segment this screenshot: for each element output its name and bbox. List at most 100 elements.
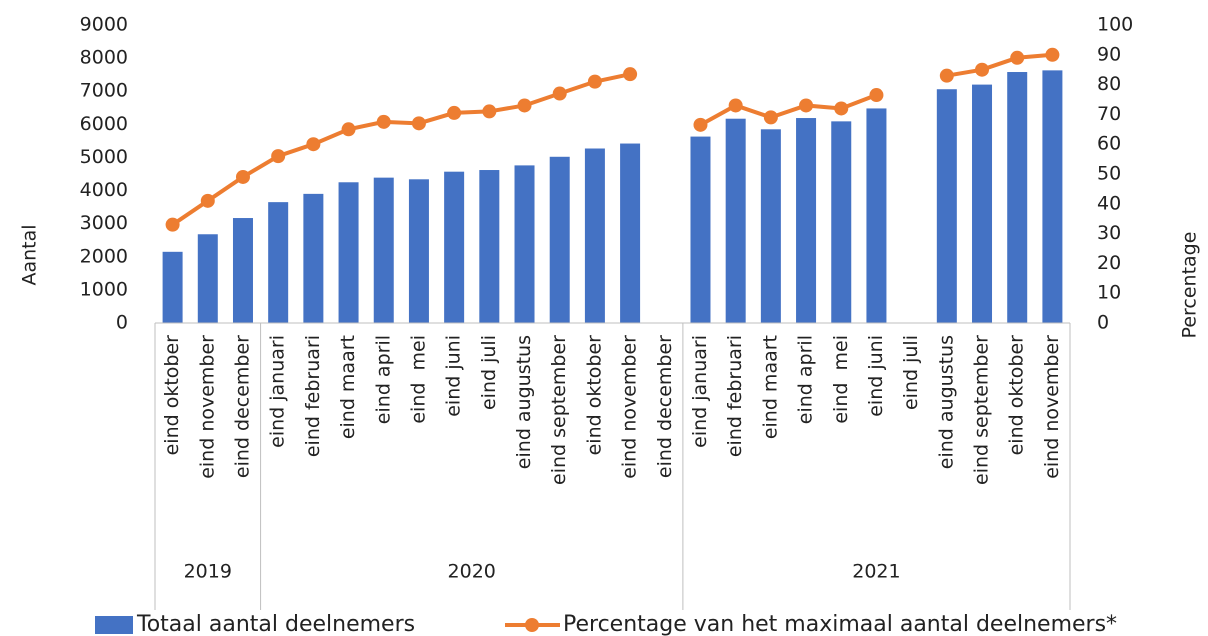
legend-swatch (95, 616, 133, 634)
y2-tick-label: 40 (1097, 192, 1121, 214)
x-tick-label: eind maart (337, 335, 359, 439)
year-label: 2019 (184, 561, 232, 583)
line-marker (411, 116, 426, 131)
line-marker (834, 101, 849, 116)
line-marker (447, 105, 462, 120)
bar (725, 118, 746, 324)
line-marker (1010, 50, 1025, 65)
x-tick-label: eind september (548, 335, 570, 485)
x-tick-label: eind oktober (161, 335, 183, 456)
bar (479, 170, 500, 323)
x-tick-label: eind juli (900, 335, 922, 410)
x-tick-label: eind juni (865, 335, 887, 417)
line-marker (341, 122, 356, 137)
bar (197, 234, 218, 323)
line-marker (306, 137, 321, 152)
y2-tick-label: 80 (1097, 73, 1121, 95)
y2-tick-label: 10 (1097, 282, 1121, 304)
bar (831, 121, 852, 323)
bar (303, 193, 324, 323)
x-tick-label: eind januari (689, 335, 711, 448)
y-tick-label: 6000 (80, 113, 128, 135)
y-axis-label: Aantal (19, 224, 41, 285)
y2-tick-label: 0 (1097, 312, 1109, 334)
x-tick-label: eind oktober (583, 335, 605, 456)
line-marker (552, 86, 567, 101)
x-tick-label: eind december (654, 335, 676, 478)
bar (796, 118, 817, 323)
x-tick-label: eind mei (407, 335, 429, 424)
year-label: 2020 (448, 561, 496, 583)
y2-tick-label: 50 (1097, 163, 1121, 185)
line-marker (271, 149, 286, 164)
bar (584, 148, 605, 323)
y-tick-label: 1000 (80, 278, 128, 300)
line-marker (869, 88, 884, 103)
x-tick-label: eind mei (830, 335, 852, 424)
line-marker (693, 117, 708, 132)
line-marker (517, 98, 532, 113)
y2-tick-label: 70 (1097, 103, 1121, 125)
bar (162, 251, 183, 323)
x-tick-label: eind november (619, 335, 641, 479)
x-tick-label: eind november (1041, 335, 1063, 479)
x-tick-label: eind februari (724, 335, 746, 457)
x-tick-label: eind juli (478, 335, 500, 410)
line-marker (763, 110, 778, 125)
y2-tick-label: 30 (1097, 222, 1121, 244)
line-marker (376, 114, 391, 129)
x-tick-label: eind juni (443, 335, 465, 417)
x-tick-label: eind april (372, 335, 394, 424)
y-tick-label: 3000 (80, 212, 128, 234)
bar (549, 156, 570, 323)
x-tick-label: eind april (795, 335, 817, 424)
legend-label: Totaal aantal deelnemers (136, 612, 415, 636)
line-marker (728, 98, 743, 113)
y-tick-label: 8000 (80, 47, 128, 69)
y2-tick-label: 60 (1097, 133, 1121, 155)
y-tick-label: 9000 (80, 14, 128, 36)
x-tick-label: eind oktober (1006, 335, 1028, 456)
line-marker (799, 98, 814, 113)
y2-tick-label: 100 (1097, 14, 1133, 36)
bar (1007, 72, 1028, 323)
line-marker (623, 67, 638, 82)
legend-swatch (525, 618, 539, 632)
x-tick-label: eind september (971, 335, 993, 485)
bar (760, 129, 781, 323)
bar (232, 218, 253, 323)
y2-tick-label: 20 (1097, 252, 1121, 274)
y-tick-label: 5000 (80, 146, 128, 168)
line-marker (975, 62, 990, 77)
line-marker (482, 104, 497, 119)
x-tick-label: eind augustus (513, 335, 535, 469)
line-marker (1045, 47, 1060, 62)
y-tick-label: 7000 (80, 80, 128, 102)
bar (444, 171, 465, 323)
x-tick-label: eind januari (267, 335, 289, 448)
x-tick-label: eind december (231, 335, 253, 478)
bar (1042, 70, 1063, 324)
bar (690, 136, 711, 323)
bar (936, 89, 957, 323)
bar (338, 182, 359, 323)
y-tick-label: 0 (116, 312, 128, 334)
y-tick-label: 4000 (80, 179, 128, 201)
y2-axis-label: Percentage (1179, 232, 1201, 339)
line-marker (235, 169, 250, 184)
line-marker (200, 193, 215, 208)
y-tick-label: 2000 (80, 245, 128, 267)
x-tick-label: eind november (196, 335, 218, 479)
line-marker (939, 68, 954, 83)
bar (620, 143, 641, 323)
line-marker (165, 217, 180, 232)
bar (373, 177, 394, 323)
bar (408, 179, 429, 323)
x-tick-label: eind augustus (935, 335, 957, 469)
bar (514, 165, 535, 323)
year-label: 2021 (852, 561, 900, 583)
bar (972, 84, 993, 323)
x-tick-label: eind maart (759, 335, 781, 439)
